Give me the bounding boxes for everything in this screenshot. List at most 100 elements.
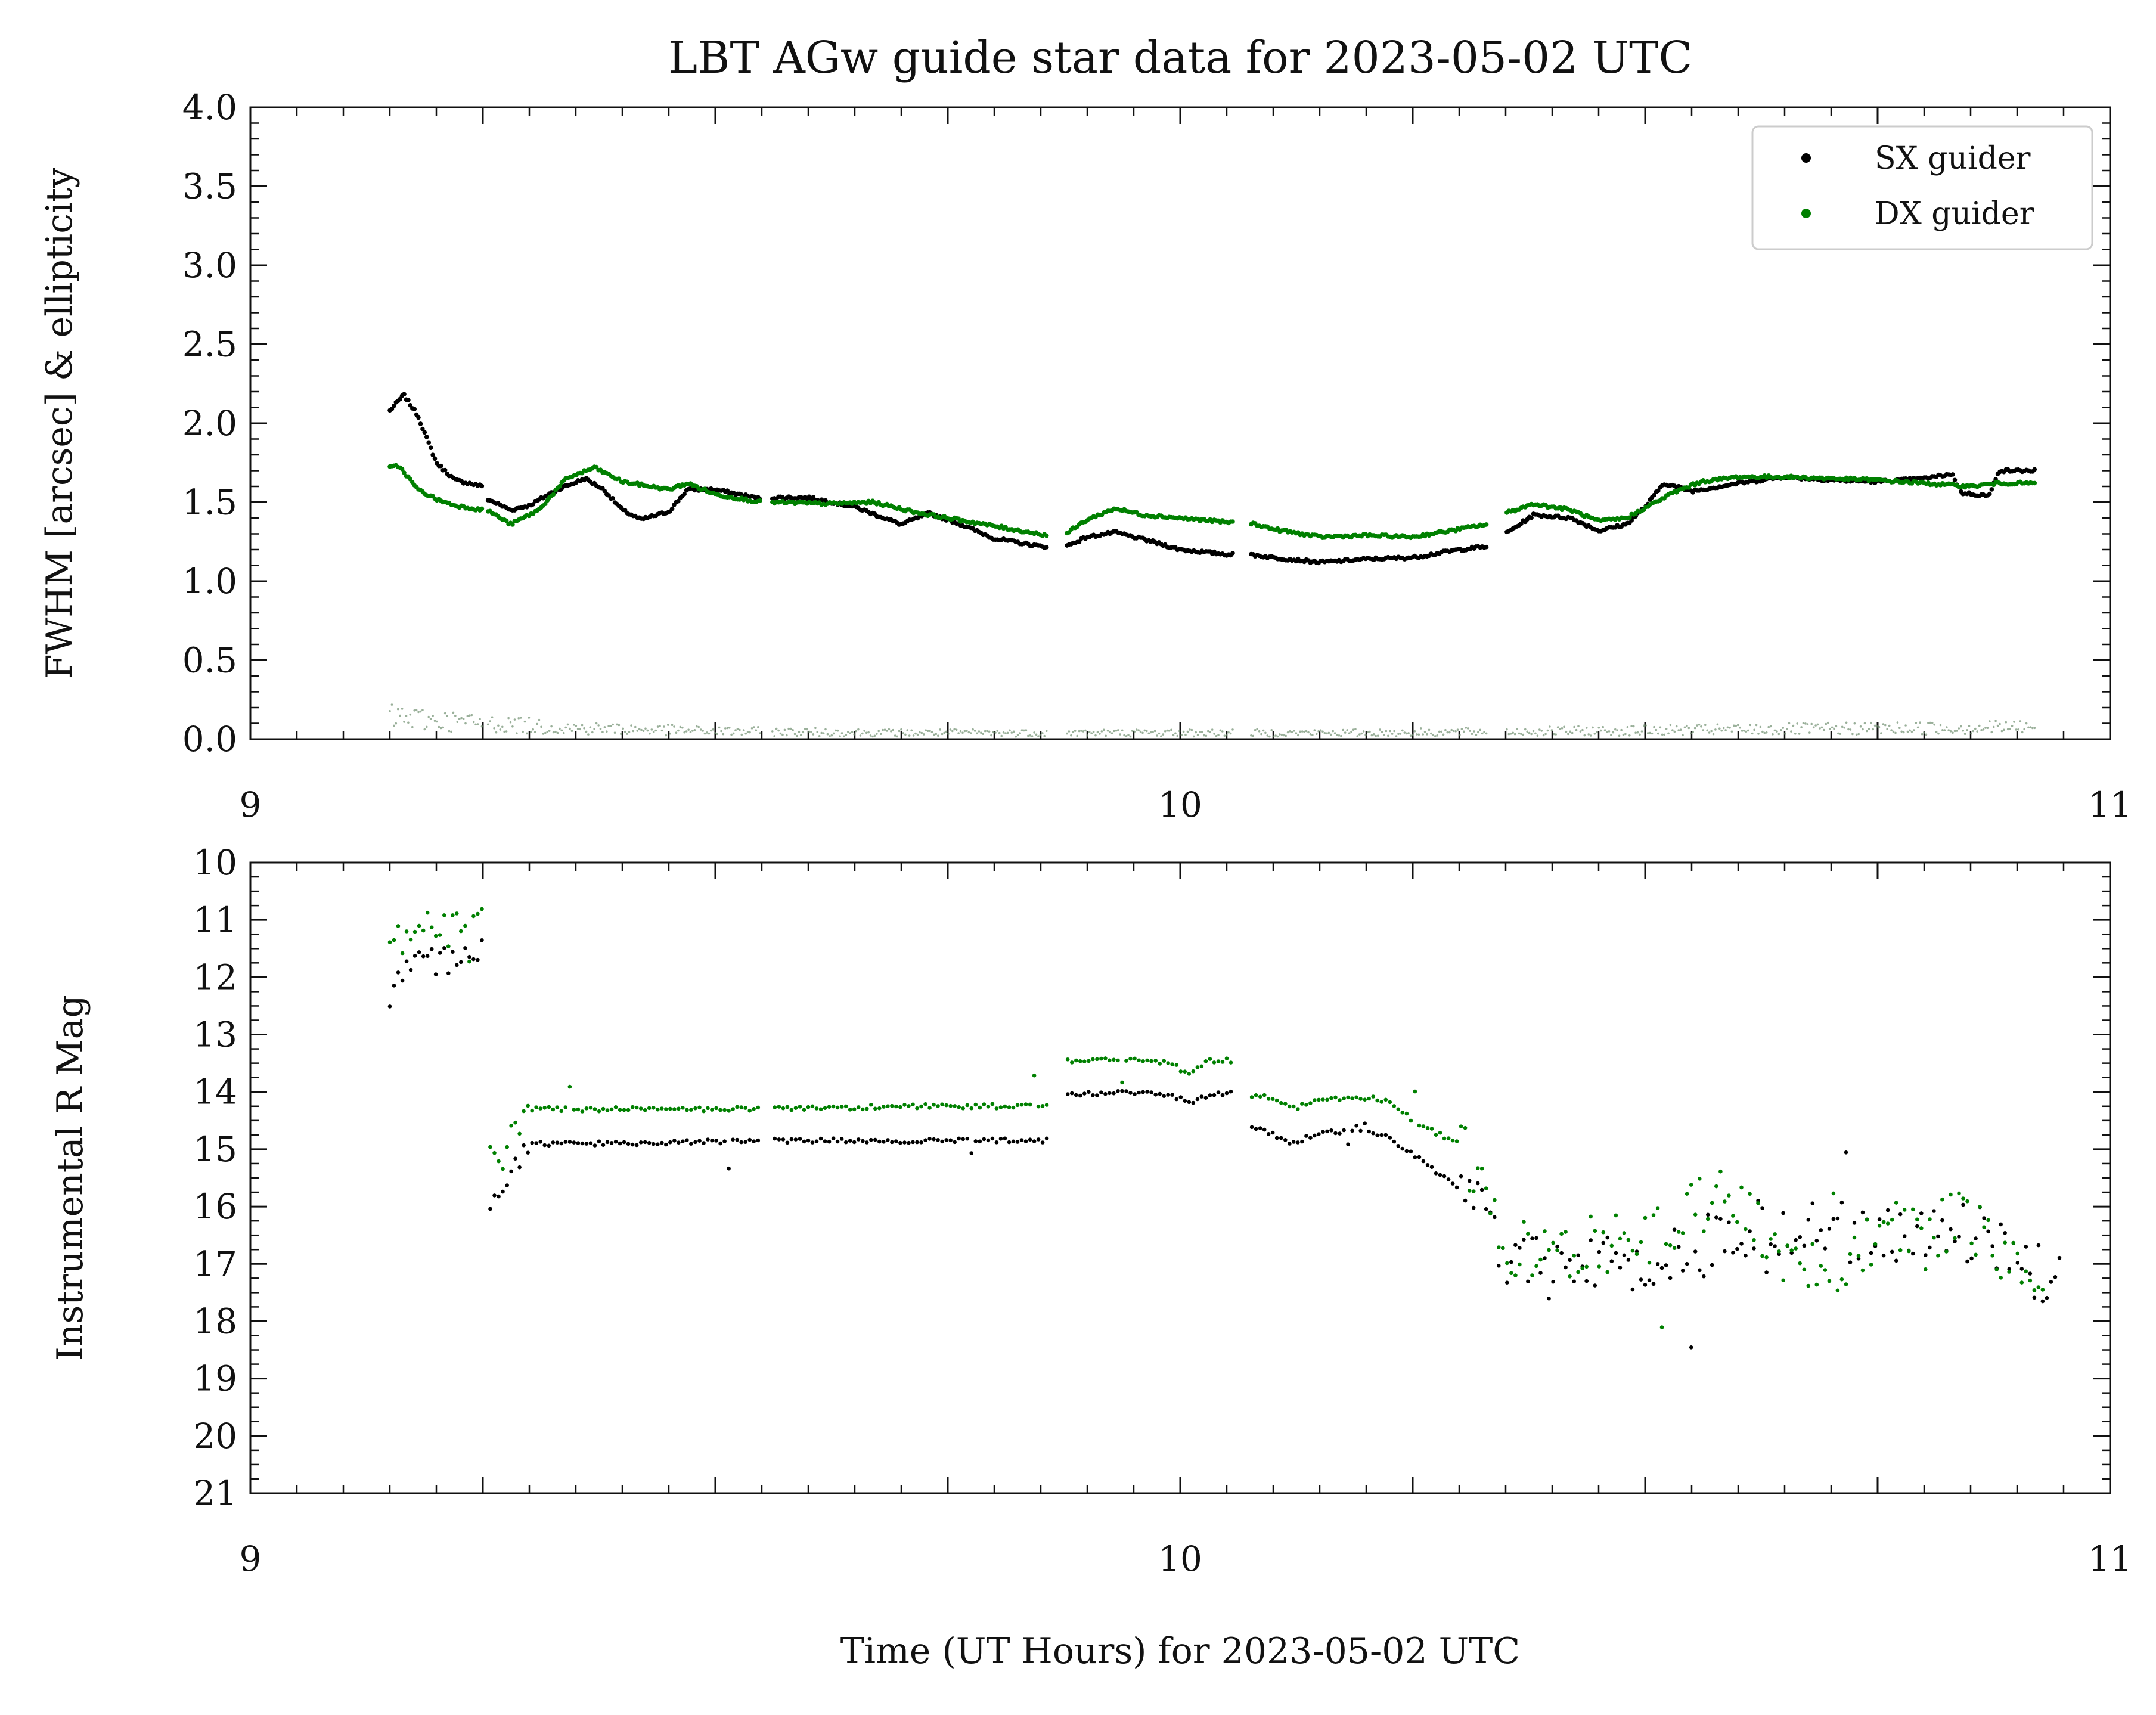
- data-point: [992, 731, 995, 733]
- data-point: [1429, 1165, 1434, 1169]
- data-point: [1769, 1242, 1773, 1246]
- data-point: [1894, 1201, 1898, 1205]
- data-point: [536, 722, 538, 725]
- data-point: [1700, 725, 1702, 728]
- data-point: [902, 732, 905, 734]
- data-point: [1283, 734, 1285, 737]
- data-point: [1229, 1089, 1233, 1094]
- data-point: [906, 729, 909, 731]
- data-point: [531, 502, 535, 507]
- data-point: [793, 733, 796, 736]
- legend-label: SX guider: [1875, 141, 2031, 176]
- data-point: [967, 731, 970, 734]
- data-point: [1549, 725, 1551, 728]
- data-point: [1827, 1279, 1832, 1283]
- data-point: [1065, 1092, 1070, 1096]
- y-tick-label: 4.0: [182, 87, 237, 128]
- data-point: [1396, 1144, 1401, 1148]
- data-point: [1579, 730, 1582, 733]
- data-point: [1401, 729, 1404, 732]
- data-point: [546, 731, 549, 733]
- data-point: [937, 734, 939, 737]
- data-point: [1066, 732, 1068, 735]
- data-point: [1303, 730, 1305, 733]
- data-point: [1831, 1191, 1836, 1196]
- data-point: [652, 1106, 656, 1110]
- data-point: [538, 718, 541, 721]
- data-point: [1116, 1089, 1120, 1093]
- data-point: [898, 1105, 902, 1109]
- data-point: [2006, 728, 2009, 731]
- data-point: [1865, 1217, 1869, 1222]
- data-point: [1561, 727, 1564, 730]
- data-point: [1743, 730, 1745, 732]
- data-point: [902, 1103, 907, 1107]
- data-point: [771, 730, 774, 733]
- data-point: [687, 728, 690, 731]
- data-point: [1982, 728, 1985, 731]
- data-point: [1529, 515, 1534, 520]
- data-point: [1748, 1192, 1752, 1196]
- data-point: [507, 717, 510, 720]
- data-point: [916, 733, 919, 736]
- data-point: [597, 724, 600, 727]
- data-point: [1596, 731, 1598, 734]
- data-point: [1831, 1217, 1836, 1221]
- data-point: [1639, 1277, 1643, 1282]
- data-point: [1266, 1132, 1271, 1136]
- data-point: [814, 1106, 819, 1111]
- data-point: [421, 709, 424, 711]
- data-point: [563, 1105, 568, 1109]
- data-point: [1189, 728, 1191, 731]
- data-point: [998, 731, 1001, 734]
- data-point: [669, 506, 675, 511]
- data-point: [1763, 731, 1766, 734]
- data-point: [1568, 1258, 1572, 1262]
- data-point: [1808, 731, 1811, 734]
- data-point: [421, 954, 426, 959]
- data-point: [706, 1137, 710, 1142]
- data-point: [432, 715, 434, 717]
- data-point: [486, 723, 489, 726]
- data-point: [1710, 1263, 1714, 1267]
- data-point: [1509, 733, 1512, 735]
- data-point: [1292, 1140, 1296, 1144]
- data-point: [476, 911, 480, 916]
- data-point: [400, 951, 405, 956]
- data-point: [492, 1193, 497, 1198]
- data-point: [739, 1140, 743, 1145]
- data-point: [1538, 1257, 1543, 1262]
- data-point: [1446, 731, 1449, 734]
- data-point: [1668, 1243, 1673, 1248]
- data-point: [1910, 730, 1913, 733]
- data-point: [1593, 1283, 1597, 1288]
- data-point: [1530, 1273, 1534, 1277]
- data-point: [1507, 733, 1510, 736]
- data-point: [1031, 735, 1034, 737]
- data-point: [1584, 1264, 1589, 1269]
- data-point: [671, 724, 674, 727]
- data-point: [1702, 1229, 1706, 1233]
- data-point: [1002, 731, 1005, 734]
- x-tick-label: 11: [2088, 1539, 2132, 1579]
- data-point: [1961, 1196, 1965, 1201]
- data-point: [1078, 1093, 1082, 1098]
- data-point: [597, 1139, 601, 1144]
- data-point: [1125, 735, 1128, 737]
- data-point: [650, 728, 653, 731]
- data-point: [585, 730, 588, 733]
- data-point: [1622, 1231, 1627, 1235]
- data-point: [1706, 1212, 1710, 1217]
- data-point: [1352, 728, 1355, 731]
- data-point: [1626, 1238, 1631, 1242]
- data-point: [1143, 729, 1146, 732]
- data-point: [1100, 730, 1103, 733]
- data-point: [882, 1105, 886, 1109]
- data-point: [2036, 1243, 2041, 1248]
- data-point: [1505, 1261, 1509, 1266]
- data-point: [1369, 730, 1371, 733]
- data-point: [965, 1103, 970, 1108]
- data-point: [626, 1108, 631, 1112]
- data-point: [1363, 1097, 1367, 1102]
- data-point: [669, 732, 671, 735]
